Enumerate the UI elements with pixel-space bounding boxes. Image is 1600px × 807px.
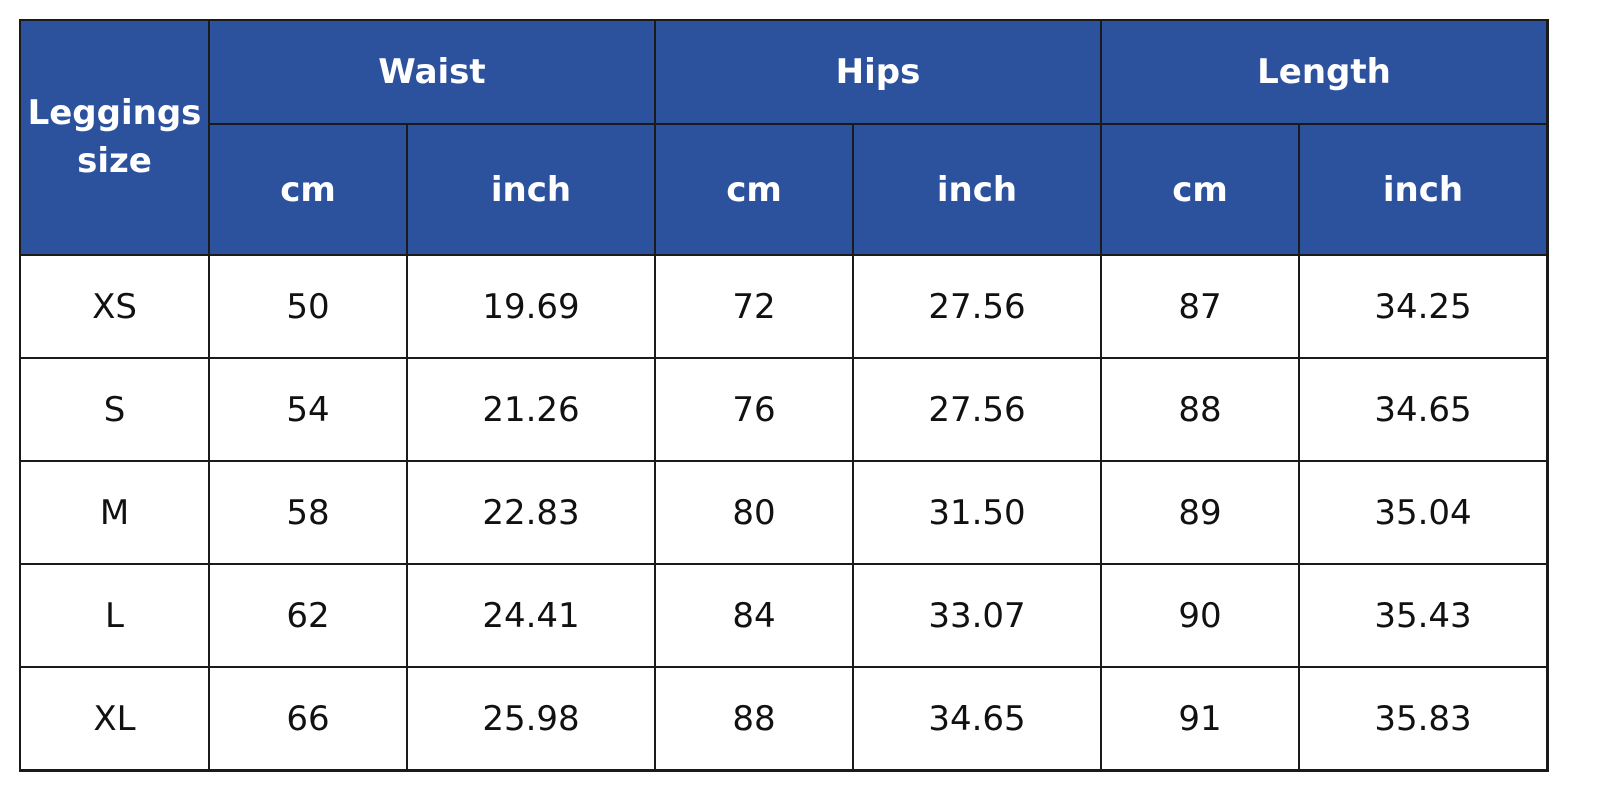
value-cell: 76 — [656, 359, 852, 460]
unit-header: inch — [854, 125, 1100, 254]
unit-header: cm — [1102, 125, 1298, 254]
value-cell: 72 — [656, 256, 852, 357]
unit-header: cm — [656, 125, 852, 254]
value-cell: 84 — [656, 565, 852, 666]
value-cell: 31.50 — [854, 462, 1100, 563]
value-cell: 25.98 — [408, 668, 654, 769]
value-cell: 80 — [656, 462, 852, 563]
value-cell: 33.07 — [854, 565, 1100, 666]
value-cell: 88 — [656, 668, 852, 769]
value-cell: 21.26 — [408, 359, 654, 460]
unit-header: inch — [1300, 125, 1546, 254]
size-cell: M — [21, 462, 208, 563]
value-cell: 35.43 — [1300, 565, 1546, 666]
value-cell: 34.65 — [854, 668, 1100, 769]
value-cell: 89 — [1102, 462, 1298, 563]
value-cell: 35.04 — [1300, 462, 1546, 563]
group-header: Length — [1102, 21, 1546, 123]
unit-header: cm — [210, 125, 406, 254]
size-cell: L — [21, 565, 208, 666]
value-cell: 88 — [1102, 359, 1298, 460]
value-cell: 90 — [1102, 565, 1298, 666]
value-cell: 19.69 — [408, 256, 654, 357]
value-cell: 66 — [210, 668, 406, 769]
size-cell: XS — [21, 256, 208, 357]
corner-header: Leggings size — [21, 21, 208, 254]
unit-header: inch — [408, 125, 654, 254]
size-table: Leggings size Waist Hips Length cm inch cm inch… — [19, 19, 1549, 772]
group-header: Waist — [210, 21, 654, 123]
value-cell: 58 — [210, 462, 406, 563]
group-header: Hips — [656, 21, 1100, 123]
value-cell: 50 — [210, 256, 406, 357]
value-cell: 24.41 — [408, 565, 654, 666]
value-cell: 34.25 — [1300, 256, 1546, 357]
value-cell: 27.56 — [854, 256, 1100, 357]
value-cell: 35.83 — [1300, 668, 1546, 769]
size-cell: S — [21, 359, 208, 460]
value-cell: 62 — [210, 565, 406, 666]
size-cell: XL — [21, 668, 208, 769]
value-cell: 91 — [1102, 668, 1298, 769]
value-cell: 87 — [1102, 256, 1298, 357]
value-cell: 27.56 — [854, 359, 1100, 460]
value-cell: 22.83 — [408, 462, 654, 563]
value-cell: 54 — [210, 359, 406, 460]
value-cell: 34.65 — [1300, 359, 1546, 460]
